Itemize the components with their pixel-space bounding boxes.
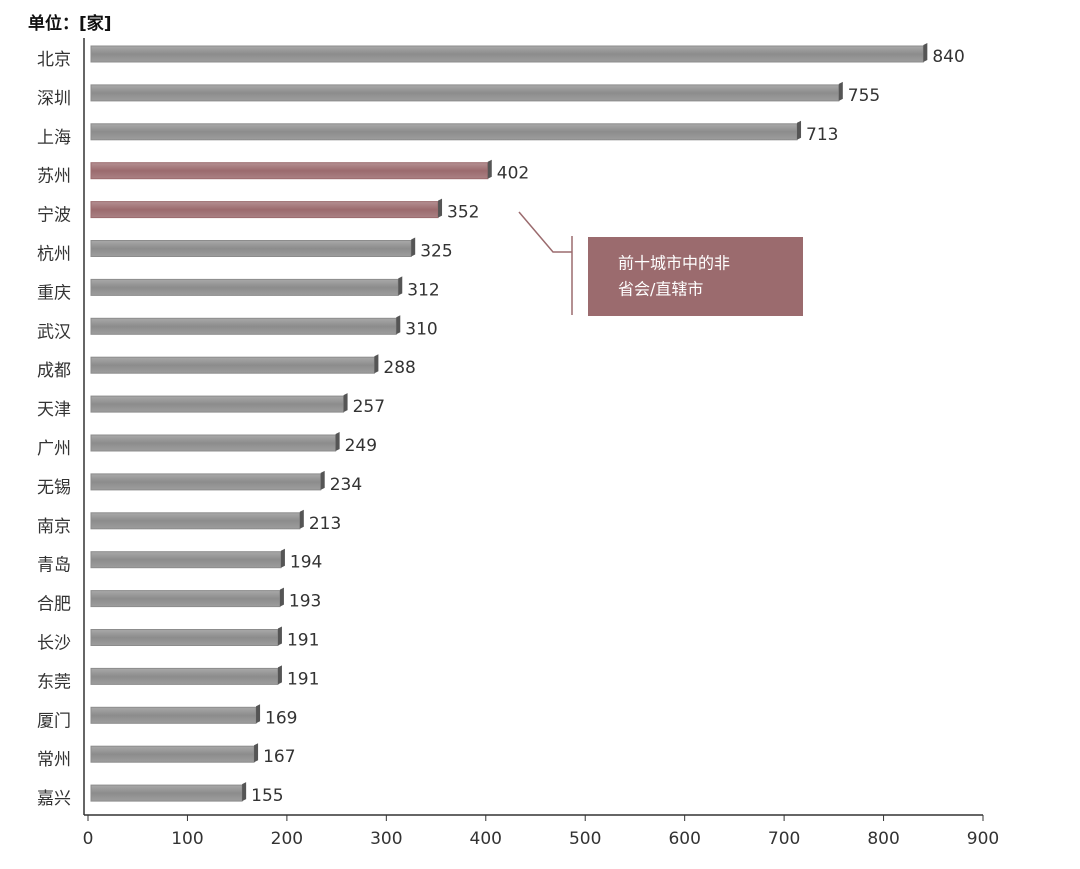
bar-cap xyxy=(320,470,325,490)
bar xyxy=(90,667,279,685)
y-tick-label: 苏州 xyxy=(37,167,71,187)
annotation-box xyxy=(588,237,803,316)
y-tick-label: 天津 xyxy=(37,400,71,420)
value-label: 402 xyxy=(497,164,529,184)
bar xyxy=(90,278,399,296)
y-tick-label: 深圳 xyxy=(37,89,71,109)
bar-cap xyxy=(343,393,348,413)
x-tick-label: 100 xyxy=(171,829,203,849)
y-tick-label: 宁波 xyxy=(37,206,71,226)
bar xyxy=(90,512,301,530)
x-tick-label: 0 xyxy=(83,829,94,849)
y-tick-label: 青岛 xyxy=(37,556,71,576)
y-tick-label: 重庆 xyxy=(37,283,71,303)
bar-cap xyxy=(335,432,340,451)
value-label: 840 xyxy=(932,47,964,67)
bar xyxy=(90,551,282,569)
bar-cap xyxy=(242,782,247,802)
x-tick-label: 900 xyxy=(967,829,999,849)
y-tick-label: 南京 xyxy=(37,517,71,537)
bar xyxy=(90,45,924,63)
bar-cap xyxy=(923,43,928,62)
bar xyxy=(90,745,255,763)
bar-cap xyxy=(254,743,259,763)
x-tick-label: 600 xyxy=(668,829,700,849)
value-label: 257 xyxy=(353,397,385,417)
bar-cap xyxy=(398,276,403,296)
bar xyxy=(90,473,322,491)
value-label: 755 xyxy=(848,86,880,106)
value-label: 352 xyxy=(447,203,479,223)
value-label: 312 xyxy=(407,280,439,300)
bar-cap xyxy=(487,159,492,179)
bar xyxy=(90,590,281,608)
x-tick-label: 400 xyxy=(470,829,502,849)
bar xyxy=(90,629,279,646)
y-tick-label: 合肥 xyxy=(37,595,71,615)
annotation-text: 省会/直辖市 xyxy=(618,280,703,299)
bar xyxy=(90,434,337,452)
y-tick-label: 无锡 xyxy=(37,478,71,498)
y-tick-label: 长沙 xyxy=(37,634,71,654)
bar-cap xyxy=(797,120,802,140)
y-tick-label: 杭州 xyxy=(37,245,71,265)
annotation-leader xyxy=(518,211,572,253)
annotation-text: 前十城市中的非 xyxy=(618,254,730,273)
bar-cap xyxy=(277,665,282,685)
value-label: 155 xyxy=(251,786,283,806)
y-tick-label: 常州 xyxy=(37,750,71,770)
x-tick-label: 200 xyxy=(271,829,303,849)
y-tick-label: 厦门 xyxy=(37,711,71,731)
bar-cap xyxy=(277,626,282,646)
bar-cap xyxy=(838,81,843,101)
value-label: 194 xyxy=(290,553,322,573)
unit-label: 单位：[家] xyxy=(28,13,112,34)
bar-cap xyxy=(299,509,304,529)
bar xyxy=(90,84,840,102)
x-tick-label: 700 xyxy=(768,829,800,849)
value-label: 288 xyxy=(383,358,415,378)
y-tick-label: 嘉兴 xyxy=(37,789,71,809)
bar xyxy=(90,201,439,219)
value-label: 169 xyxy=(265,708,297,728)
value-label: 191 xyxy=(287,669,319,689)
x-tick-label: 800 xyxy=(867,829,899,849)
bar-cap xyxy=(396,315,401,335)
y-tick-label: 成都 xyxy=(37,361,71,381)
y-tick-label: 上海 xyxy=(37,128,71,148)
bar-cap xyxy=(256,704,261,724)
value-label: 234 xyxy=(330,475,362,495)
value-label: 249 xyxy=(345,436,377,456)
bar xyxy=(90,356,375,374)
y-tick-label: 北京 xyxy=(37,50,71,70)
bar xyxy=(90,162,489,180)
bar xyxy=(90,706,257,724)
value-label: 713 xyxy=(806,125,838,145)
bar xyxy=(90,123,798,141)
x-tick-label: 300 xyxy=(370,829,402,849)
value-label: 193 xyxy=(289,592,321,612)
bar xyxy=(90,240,412,257)
bar xyxy=(90,395,345,413)
x-tick-label: 500 xyxy=(569,829,601,849)
bar xyxy=(90,784,243,802)
bar-cap xyxy=(374,354,379,374)
bar xyxy=(90,317,397,335)
value-label: 191 xyxy=(287,631,319,651)
value-label: 325 xyxy=(420,242,452,262)
y-tick-label: 东莞 xyxy=(37,672,71,692)
value-label: 310 xyxy=(405,319,437,339)
y-tick-label: 广州 xyxy=(37,439,71,459)
value-label: 167 xyxy=(263,747,295,767)
value-label: 213 xyxy=(309,514,341,534)
bar-cap xyxy=(411,237,416,257)
y-tick-label: 武汉 xyxy=(37,322,71,342)
bar-cap xyxy=(279,587,284,607)
bar-cap xyxy=(280,548,285,568)
bar-cap xyxy=(438,198,443,218)
